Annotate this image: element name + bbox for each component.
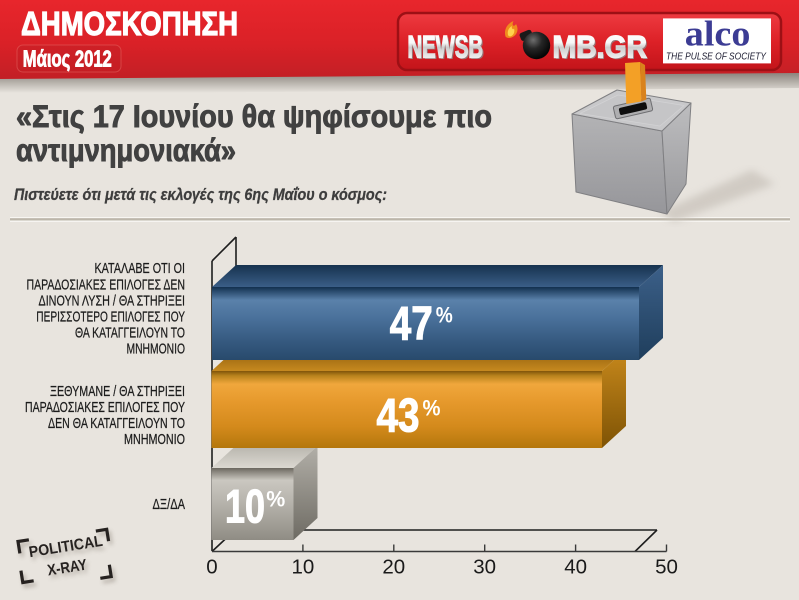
svg-text:ΠΑΡΑΔΟΣΙΑΚΕΣ ΕΠΙΛΟΓΕΣ ΠΟΥ: ΠΑΡΑΔΟΣΙΑΚΕΣ ΕΠΙΛΟΓΕΣ ΠΟΥ bbox=[25, 399, 185, 416]
svg-text:«Στις 17 Ιουνίου θα ψηφίσουμε: «Στις 17 Ιουνίου θα ψηφίσουμε πιο bbox=[16, 98, 492, 134]
svg-text:ΜΝΗΜΟΝΙΟ: ΜΝΗΜΟΝΙΟ bbox=[127, 341, 186, 358]
svg-text:ΜΝΗΜΟΝΙΟ: ΜΝΗΜΟΝΙΟ bbox=[124, 431, 185, 448]
svg-text:X-RAY: X-RAY bbox=[49, 560, 91, 583]
svg-text:0: 0 bbox=[206, 556, 217, 579]
svg-text:MB.GR: MB.GR bbox=[554, 30, 649, 66]
svg-text:%: % bbox=[436, 303, 453, 328]
svg-text:Μάιος 2012: Μάιος 2012 bbox=[23, 46, 112, 72]
svg-text:ΔΕΝ ΘΑ ΚΑΤΑΓΓΕΙΛΟΥΝ ΤΟ: ΔΕΝ ΘΑ ΚΑΤΑΓΓΕΙΛΟΥΝ ΤΟ bbox=[48, 415, 185, 432]
svg-text:ΚΑΤΑΛΑΒΕ ΟΤΙ ΟΙ: ΚΑΤΑΛΑΒΕ ΟΤΙ ΟΙ bbox=[95, 260, 186, 277]
svg-text:THE PULSE OF SOCIETY: THE PULSE OF SOCIETY bbox=[666, 52, 767, 63]
svg-text:ΞΕΘΥΜΑΝΕ / ΘΑ ΣΤΗΡΙΞΕΙ: ΞΕΘΥΜΑΝΕ / ΘΑ ΣΤΗΡΙΞΕΙ bbox=[50, 383, 185, 400]
svg-text:%: % bbox=[423, 396, 441, 421]
svg-text:αντιμνημονιακά»: αντιμνημονιακά» bbox=[16, 132, 236, 168]
svg-text:ΠΑΡΑΔΟΣΙΑΚΕΣ ΕΠΙΛΟΓΕΣ ΔΕΝ: ΠΑΡΑΔΟΣΙΑΚΕΣ ΕΠΙΛΟΓΕΣ ΔΕΝ bbox=[27, 277, 186, 294]
svg-text:NEWSB: NEWSB bbox=[409, 30, 485, 66]
svg-text:47: 47 bbox=[390, 296, 433, 349]
svg-text:ΘΑ ΚΑΤΑΓΓΕΙΛΟΥΝ ΤΟ: ΘΑ ΚΑΤΑΓΓΕΙΛΟΥΝ ΤΟ bbox=[75, 325, 185, 342]
svg-text:ΠΕΡΙΣΣΟΤΕΡΟ ΕΠΙΛΟΓΕΣ ΠΟΥ: ΠΕΡΙΣΣΟΤΕΡΟ ΕΠΙΛΟΓΕΣ ΠΟΥ bbox=[36, 309, 185, 326]
svg-text:50: 50 bbox=[655, 556, 678, 579]
svg-text:10: 10 bbox=[291, 556, 314, 579]
svg-text:NEWSB: NEWSB bbox=[408, 28, 484, 64]
svg-text:Πιστεύετε ότι μετά τις εκλογές: Πιστεύετε ότι μετά τις εκλογές της 6ης Μ… bbox=[14, 185, 387, 204]
svg-text:X-RAY: X-RAY bbox=[46, 556, 88, 579]
svg-text:10: 10 bbox=[225, 479, 265, 532]
svg-text:30: 30 bbox=[473, 556, 496, 579]
svg-text:40: 40 bbox=[564, 556, 587, 579]
svg-text:20: 20 bbox=[382, 556, 405, 579]
svg-text:ΔΗΜΟΣΚΟΠΗΣΗ: ΔΗΜΟΣΚΟΠΗΣΗ bbox=[21, 6, 238, 43]
svg-text:alco: alco bbox=[685, 13, 751, 53]
svg-text:ΔΙΝΟΥΝ ΛΥΣΗ / ΘΑ ΣΤΗΡΙΞΕΙ: ΔΙΝΟΥΝ ΛΥΣΗ / ΘΑ ΣΤΗΡΙΞΕΙ bbox=[39, 293, 186, 310]
svg-text:ΔΞ/ΔΑ: ΔΞ/ΔΑ bbox=[153, 496, 186, 513]
svg-text:%: % bbox=[266, 486, 285, 511]
svg-text:43: 43 bbox=[377, 389, 420, 442]
svg-text:MB.GR: MB.GR bbox=[553, 28, 648, 64]
